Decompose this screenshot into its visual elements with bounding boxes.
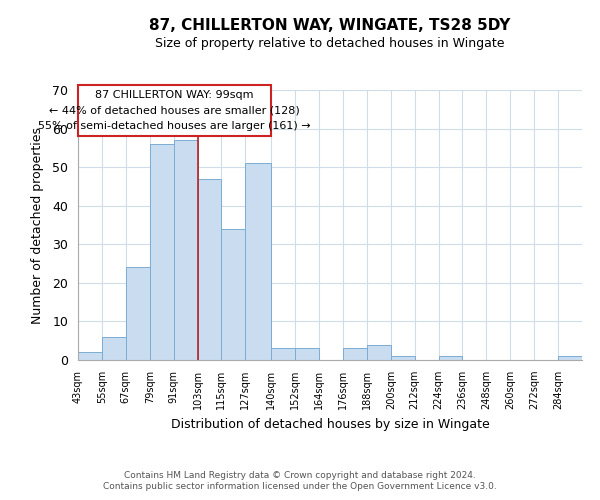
- Bar: [173, 140, 197, 360]
- X-axis label: Distribution of detached houses by size in Wingate: Distribution of detached houses by size …: [170, 418, 490, 430]
- Bar: [126, 268, 150, 360]
- Bar: [439, 356, 463, 360]
- Text: Contains HM Land Registry data © Crown copyright and database right 2024.: Contains HM Land Registry data © Crown c…: [124, 471, 476, 480]
- Bar: [367, 344, 391, 360]
- Bar: [245, 164, 271, 360]
- Text: Contains public sector information licensed under the Open Government Licence v3: Contains public sector information licen…: [103, 482, 497, 491]
- Bar: [150, 144, 173, 360]
- Text: 87 CHILLERTON WAY: 99sqm
← 44% of detached houses are smaller (128)
55% of semi-: 87 CHILLERTON WAY: 99sqm ← 44% of detach…: [38, 90, 311, 131]
- Text: Size of property relative to detached houses in Wingate: Size of property relative to detached ho…: [155, 38, 505, 51]
- Text: 87, CHILLERTON WAY, WINGATE, TS28 5DY: 87, CHILLERTON WAY, WINGATE, TS28 5DY: [149, 18, 511, 32]
- Bar: [271, 348, 295, 360]
- Y-axis label: Number of detached properties: Number of detached properties: [31, 126, 44, 324]
- Bar: [197, 178, 221, 360]
- FancyBboxPatch shape: [78, 84, 271, 136]
- Bar: [78, 352, 102, 360]
- Bar: [391, 356, 415, 360]
- Bar: [221, 229, 245, 360]
- Bar: [295, 348, 319, 360]
- Bar: [102, 337, 126, 360]
- Bar: [558, 356, 582, 360]
- Bar: [343, 348, 367, 360]
